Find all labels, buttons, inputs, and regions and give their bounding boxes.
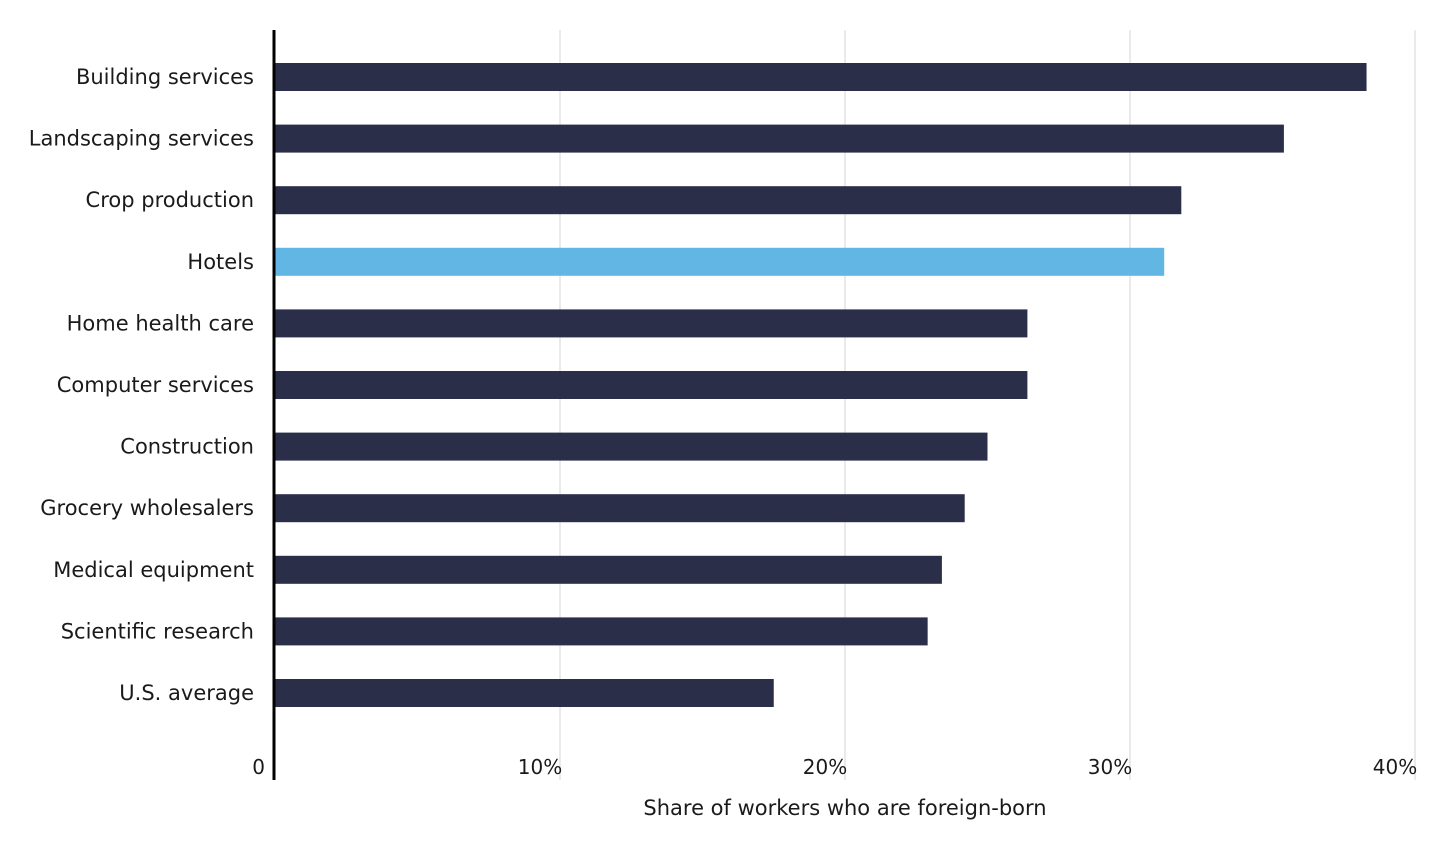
x-tick-label: 40% [1373,755,1417,779]
bar [275,432,988,461]
category-label: Medical equipment [53,558,254,582]
bar [275,63,1367,91]
bar [275,186,1182,215]
x-tick-label: 20% [803,755,847,779]
category-labels: Building services Landscaping services Cro… [29,65,254,705]
bar [275,371,1028,399]
category-label: Construction [120,435,254,459]
category-label: U.S. average [119,681,254,705]
category-label: Home health care [67,311,254,335]
category-label: Crop production [86,188,254,212]
x-tick-label: 30% [1088,755,1132,779]
x-tick-label: 0 [252,755,265,779]
category-label: Computer services [57,373,254,397]
bars [275,63,1367,707]
grid-lines [559,30,1416,780]
bar [275,617,928,646]
bar [275,679,774,707]
category-label: Building services [76,65,254,89]
bar [275,247,1165,276]
category-label: Grocery wholesalers [40,496,254,520]
x-tick-label: 10% [518,755,562,779]
category-label: Hotels [187,250,254,274]
bar [275,124,1284,153]
x-axis-title: Share of workers who are foreign-born [643,796,1046,820]
bar [275,555,942,584]
category-label: Scientific research [61,619,254,643]
x-tick-labels: 0 10% 20% 30% 40% [252,755,1417,779]
bar [275,309,1028,338]
category-label: Landscaping services [29,127,254,151]
bar [275,494,965,523]
